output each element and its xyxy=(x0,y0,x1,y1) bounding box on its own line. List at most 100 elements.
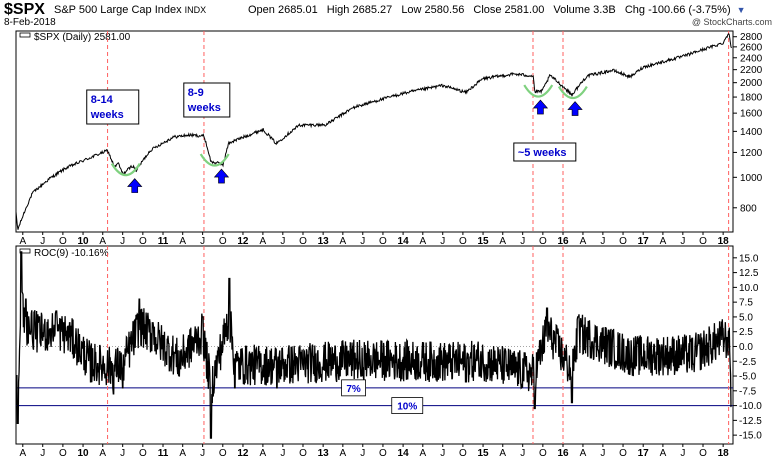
annotation-line1: 8-9 xyxy=(188,87,204,99)
threshold-label-text: 7% xyxy=(346,384,361,395)
xtick-label: 10 xyxy=(77,236,89,247)
ohlc-readout: Open 2685.01 High 2685.27 Low 2580.56 Cl… xyxy=(248,4,752,16)
xtick-label: A xyxy=(19,448,26,459)
roc-ytick-label: -12.5 xyxy=(739,416,762,427)
xtick-label: J xyxy=(360,236,365,247)
annotation-line1: 8-14 xyxy=(91,94,114,106)
price-legend-swatch xyxy=(19,32,31,38)
xtick-label: J xyxy=(40,448,45,459)
xtick-label: A xyxy=(499,448,506,459)
price-ytick-label: 2200 xyxy=(740,65,763,76)
trough-curve xyxy=(557,85,588,100)
xtick-label: 17 xyxy=(638,448,650,459)
xtick-label: J xyxy=(440,448,445,459)
xtick-label: O xyxy=(299,448,307,459)
price-ytick-label: 2000 xyxy=(740,78,763,89)
xtick-label: J xyxy=(520,236,525,247)
price-ytick-label: 2800 xyxy=(740,32,763,43)
xtick-label: O xyxy=(219,236,227,247)
annotation-box-frame xyxy=(183,82,231,118)
xtick-label: 11 xyxy=(158,236,169,247)
xtick-label: A xyxy=(499,236,506,247)
xtick-label: J xyxy=(520,448,525,459)
xtick-label: J xyxy=(360,448,365,459)
up-arrow-icon xyxy=(532,99,549,115)
xtick-label: 12 xyxy=(237,448,249,459)
roc-ytick-label: 5.0 xyxy=(739,312,753,323)
xtick-label: O xyxy=(379,236,387,247)
roc-panel-frame xyxy=(15,245,734,445)
symbol: $SPX xyxy=(4,1,45,18)
xtick-label: J xyxy=(280,448,285,459)
dropdown-arrow-icon[interactable]: ▼ xyxy=(736,5,746,15)
xtick-label: 10 xyxy=(77,448,89,459)
open-value: Open 2685.01 xyxy=(248,4,318,16)
price-ytick-label: 2400 xyxy=(740,53,763,64)
xtick-label: 16 xyxy=(557,236,569,247)
trough-curve xyxy=(199,153,230,167)
description-text: S&P 500 Large Cap Index xyxy=(54,4,182,16)
xtick-label: O xyxy=(539,236,547,247)
xtick-label: A xyxy=(99,236,106,247)
price-ytick-label: 1200 xyxy=(740,148,763,159)
xtick-label: O xyxy=(379,448,387,459)
credit-text: @ StockCharts.com xyxy=(691,17,772,27)
xtick-label: J xyxy=(680,448,685,459)
xtick-label: 12 xyxy=(237,236,249,247)
xtick-label: 11 xyxy=(158,448,169,459)
roc-panel: ROC(9) -10.16% 15.0 12.5 10.0 7.5 5.0 2.5 0.0 -2… xyxy=(15,245,762,445)
xtick-label: A xyxy=(419,448,426,459)
roc-ytick-label: 0.0 xyxy=(739,342,753,353)
high-value: High 2685.27 xyxy=(326,4,393,16)
roc-ytick-label: 2.5 xyxy=(739,327,753,338)
x-axis-bottom: A J O 10 A J O 11 A J O 12 A J O 13 A J O 14 A J O 15 A J O 16 A J O 17… xyxy=(19,444,729,459)
xtick-label: O xyxy=(299,236,307,247)
up-arrow-icon xyxy=(127,178,143,193)
xtick-label: O xyxy=(619,236,627,247)
trough-curve xyxy=(523,84,554,98)
xtick-label: J xyxy=(280,236,285,247)
xtick-label: 15 xyxy=(477,236,489,247)
xtick-label: O xyxy=(219,448,227,459)
roc-ytick-label: 7.5 xyxy=(739,298,753,309)
volume-value: Volume 3.3B xyxy=(553,4,616,16)
xtick-label: A xyxy=(99,448,106,459)
xtick-label: A xyxy=(260,448,267,459)
xtick-label: 15 xyxy=(477,448,489,459)
xtick-label: 13 xyxy=(318,236,330,247)
roc-ytick-label: -5.0 xyxy=(739,372,757,383)
annotation-box: ~5 weeks xyxy=(513,142,577,162)
chart-date: 8-Feb-2018 xyxy=(4,17,56,28)
xtick-label: J xyxy=(40,236,45,247)
xtick-label: 14 xyxy=(398,236,410,247)
xtick-label: J xyxy=(600,236,605,247)
roc-ytick-label: -2.5 xyxy=(739,357,757,368)
annotation-box: 8-14 weeks xyxy=(86,89,140,125)
xtick-label: A xyxy=(179,448,186,459)
xtick-label: A xyxy=(660,236,667,247)
annotation-box-frame xyxy=(86,89,140,125)
xtick-label: A xyxy=(19,236,26,247)
trough-curve xyxy=(110,163,141,177)
exchange: INDX xyxy=(184,5,207,15)
roc-ytick-label: 12.5 xyxy=(739,268,759,279)
price-ytick-label: 1800 xyxy=(740,93,763,104)
annotation-line2: weeks xyxy=(90,109,124,121)
threshold-label-text: 10% xyxy=(397,402,417,413)
xtick-label: 16 xyxy=(557,448,569,459)
xtick-label: 14 xyxy=(398,448,410,459)
up-arrow-icon xyxy=(213,168,230,184)
xtick-label: 13 xyxy=(318,448,330,459)
price-panel: $SPX (Daily) 2581.00 800 1000 1200 1400 1600 1… xyxy=(15,30,763,233)
price-ytick-label: 1600 xyxy=(740,109,763,120)
threshold-label: 10% xyxy=(391,397,424,414)
xtick-label: O xyxy=(139,236,147,247)
xtick-label: O xyxy=(59,236,67,247)
xtick-label: A xyxy=(179,236,186,247)
xtick-label: A xyxy=(340,448,347,459)
up-arrow-icon xyxy=(567,101,583,116)
threshold-label-frame xyxy=(341,379,366,397)
xtick-label: J xyxy=(440,236,445,247)
roc-ytick-label: 15.0 xyxy=(739,253,759,264)
